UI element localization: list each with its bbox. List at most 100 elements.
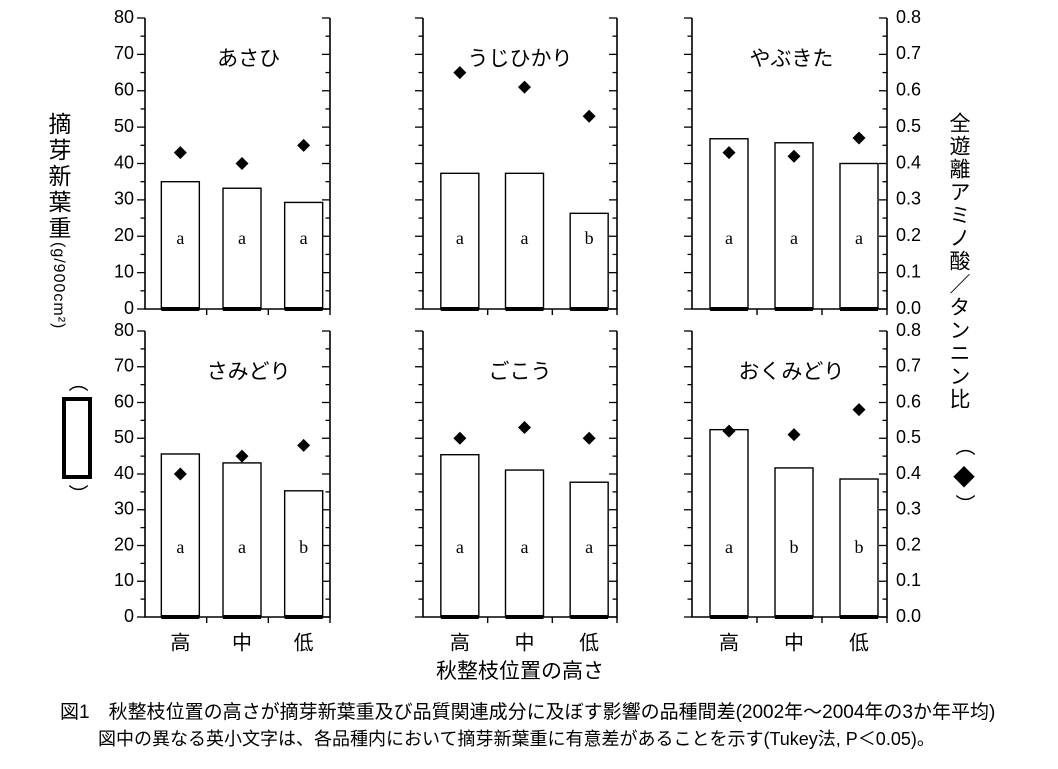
diamond-marker-icon: ◆	[953, 459, 975, 490]
diamond-marker	[297, 438, 311, 452]
bar-baseline	[710, 615, 748, 619]
bar-baseline	[161, 307, 200, 311]
bar-baseline	[840, 615, 878, 619]
bar-series-legend: （ ）	[56, 372, 98, 504]
bar-baseline	[570, 615, 609, 619]
diamond-marker	[173, 467, 187, 481]
diamond-marker	[235, 449, 249, 463]
legend-close-paren: ）	[953, 494, 975, 514]
diamond-marker	[582, 431, 596, 445]
bar-baseline	[710, 307, 748, 311]
x-category-label: 高	[170, 631, 190, 654]
panel-title: うじひかり	[468, 48, 573, 71]
bar-baseline	[440, 307, 479, 311]
significance-letter: a	[238, 537, 246, 557]
significance-letter: a	[855, 228, 863, 248]
chart-panel-4: 0 10 20 30 40 50 60 70 80 a 高 a 中 b 低 さみどり	[114, 320, 331, 654]
bar-baseline	[161, 615, 200, 619]
chart-panel-3: 0.0 0.1 0.2 0.3 0.4 0.5 0.6 0.7 0.8 a a a やぶきた	[684, 7, 921, 318]
diamond-marker	[787, 428, 801, 442]
left-axis-tick-label: 80	[114, 7, 134, 27]
x-axis-title: 秋整枝位置の高さ	[436, 660, 604, 683]
x-category-label: 高	[719, 631, 739, 654]
bar	[440, 453, 480, 618]
left-axis-tick-label: 60	[114, 391, 134, 411]
panel-title: やぶきた	[749, 48, 833, 71]
right-axis-tick-label: 0.1	[896, 261, 921, 281]
right-axis-tick-label: 0.5	[896, 427, 921, 447]
diamond-marker	[453, 66, 467, 80]
right-axis-tick-label: 0.6	[896, 391, 921, 411]
panel-title: さみどり	[207, 361, 291, 384]
bar-baseline	[223, 615, 261, 619]
left-axis-tick-label: 40	[114, 463, 134, 483]
diamond-marker	[297, 138, 311, 152]
bar	[569, 481, 609, 618]
right-axis-tick-label: 0.7	[896, 356, 921, 376]
diamond-marker	[852, 403, 866, 417]
bar-baseline	[505, 307, 544, 311]
diamond-series-legend: （ ◆ ）	[943, 436, 985, 514]
left-axis-tick-label: 20	[114, 534, 134, 554]
significance-letter: a	[790, 228, 798, 248]
bar	[709, 138, 749, 310]
right-axis-tick-label: 0.0	[896, 606, 921, 626]
right-axis-tick-label: 0.3	[896, 189, 921, 209]
bar	[283, 201, 324, 310]
significance-letter: b	[299, 537, 308, 557]
right-axis-tick-label: 0.8	[896, 7, 921, 27]
significance-letter: b	[585, 228, 594, 248]
left-axis-tick-label: 60	[114, 80, 134, 100]
diamond-marker	[173, 146, 187, 160]
right-axis-tick-label: 0.1	[896, 570, 921, 590]
x-category-label: 中	[515, 631, 535, 654]
bar-baseline	[223, 307, 261, 311]
right-axis-tick-label: 0.2	[896, 225, 921, 245]
left-axis-tick-label: 30	[114, 189, 134, 209]
bar-baseline	[570, 307, 609, 311]
bar	[160, 453, 201, 618]
left-axis-tick-label: 70	[114, 356, 134, 376]
figure-caption-line2: 図中の異なる英小文字は、各品種内において摘芽新葉重に有意差があることを示す(Tu…	[98, 729, 935, 749]
left-axis-label-unit: (g/900cm²)	[50, 242, 67, 330]
significance-letter: b	[790, 537, 799, 557]
bar	[774, 142, 814, 310]
x-category-label: 中	[784, 631, 804, 654]
right-axis-tick-label: 0.8	[896, 320, 921, 340]
x-category-label: 中	[232, 631, 252, 654]
bar	[839, 162, 879, 310]
right-axis-tick-label: 0.4	[896, 152, 921, 172]
right-axis-tick-label: 0.0	[896, 298, 921, 318]
bar	[440, 172, 480, 310]
bar	[569, 212, 609, 310]
diamond-marker	[787, 149, 801, 163]
left-axis-label: 摘芽新葉重(g/900cm²)	[45, 112, 71, 330]
panel-title: ごこう	[489, 361, 552, 384]
figure-caption-line1: 図1 秋整枝位置の高さが摘芽新葉重及び品質関連成分に及ぼす影響の品種間差(200…	[60, 702, 996, 723]
bar-baseline	[775, 615, 813, 619]
x-category-label: 低	[849, 631, 869, 654]
diamond-marker	[852, 131, 866, 145]
left-axis-label-main: 摘芽新葉重	[45, 112, 71, 242]
significance-letter: a	[300, 228, 308, 248]
left-axis-tick-label: 0	[124, 298, 134, 318]
right-axis-tick-label: 0.5	[896, 116, 921, 136]
chart-panel-2: a a b うじひかり	[415, 17, 618, 315]
bar-baseline	[284, 615, 323, 619]
diamond-marker	[722, 424, 736, 438]
diamond-marker	[582, 109, 596, 123]
bar	[709, 428, 749, 618]
bar-baseline	[775, 307, 813, 311]
diamond-marker	[518, 80, 531, 94]
legend-open-paren: （	[953, 436, 975, 456]
left-axis-tick-label: 80	[114, 320, 134, 340]
legend-open-paren: （	[66, 372, 88, 392]
diamond-marker	[453, 431, 467, 445]
x-category-label: 低	[579, 631, 599, 654]
left-axis-tick-label: 10	[114, 570, 134, 590]
bar-baseline	[440, 615, 479, 619]
significance-letter: a	[725, 537, 733, 557]
bar	[504, 469, 545, 618]
chart-panel-5: a 高 a 中 a 低 ごこう	[415, 330, 618, 654]
